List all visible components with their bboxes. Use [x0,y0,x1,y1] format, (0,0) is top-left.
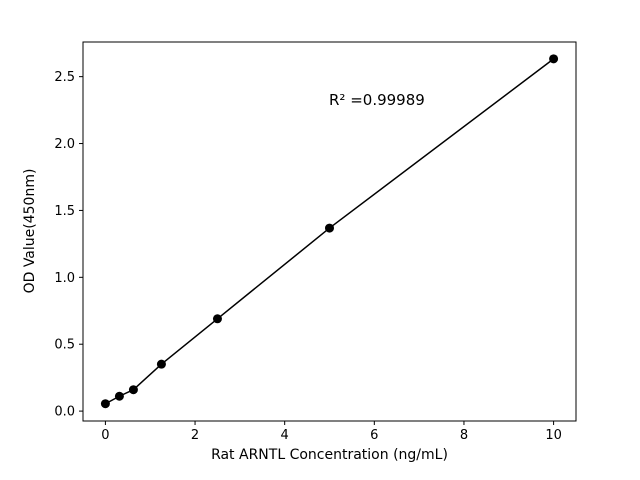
r-squared-annotation: R² =0.99989 [329,91,425,109]
x-tick-label: 0 [101,428,109,443]
x-tick-label: 2 [191,428,199,443]
data-point [325,223,334,233]
data-point [114,391,124,401]
x-axis-label: Rat ARNTL Concentration (ng/mL) [211,447,448,463]
y-tick-label: 2.5 [54,70,75,85]
data-point [156,359,166,369]
data-point [212,314,222,324]
x-tick-label: 8 [460,428,468,443]
y-tick-label: 0.5 [54,338,75,353]
x-tick-label: 6 [370,428,378,443]
plot-spines [82,41,577,422]
y-tick-label: 1.0 [54,271,75,286]
x-tick-label: 4 [281,428,289,443]
data-point [100,399,110,409]
y-tick-label: 0.0 [54,405,75,420]
data-point [549,54,559,64]
y-tick-label: 1.5 [54,204,75,219]
x-tick-label: 10 [545,428,562,443]
y-tick-label: 2.0 [54,137,75,152]
y-axis-label: OD Value(450nm) [22,168,38,294]
data-point [128,385,138,395]
